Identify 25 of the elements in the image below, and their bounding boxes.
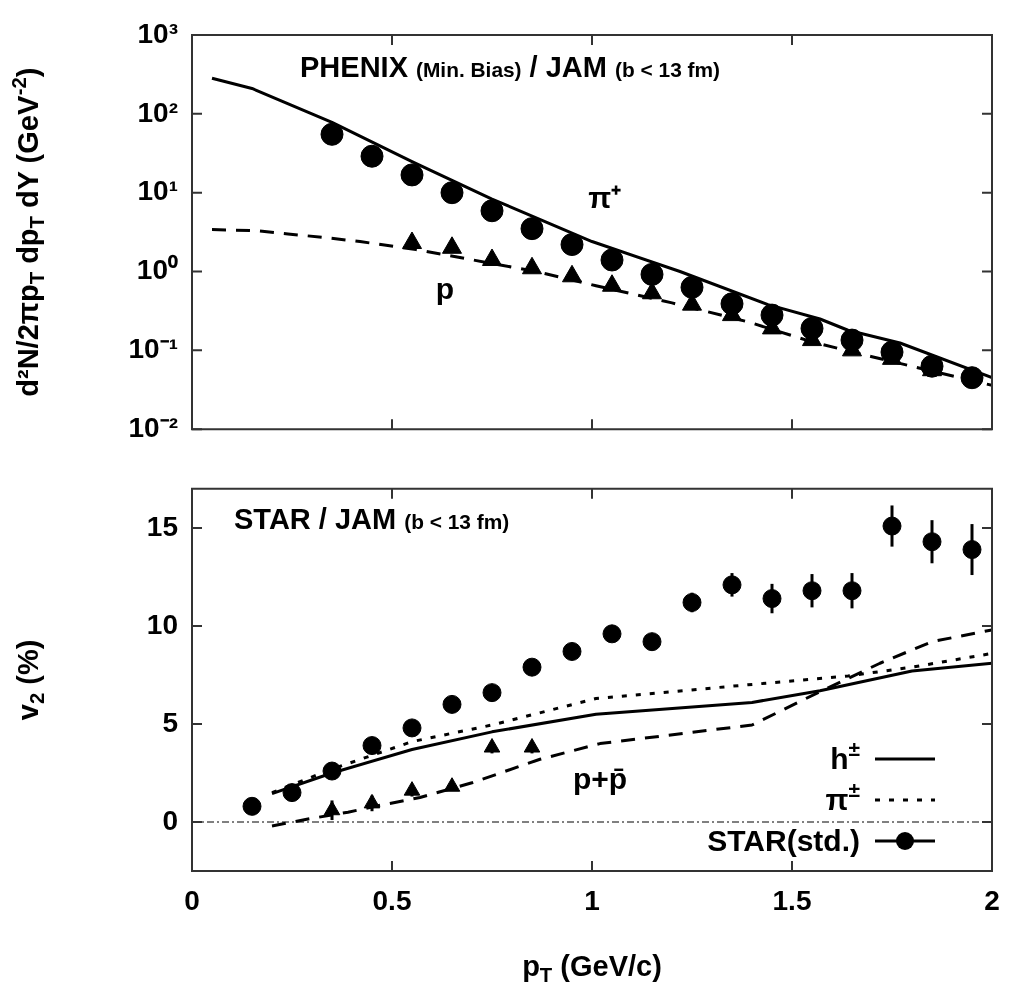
- annotation: π⁺: [588, 181, 622, 215]
- y-tick-label: 10¹: [137, 175, 178, 207]
- y-tick-label: 10⁰: [136, 254, 178, 286]
- y-tick-label: 10⁻¹: [128, 333, 178, 365]
- legend-label: STAR(std.): [707, 824, 861, 857]
- y-tick-label: 10³: [137, 17, 178, 49]
- text: STAR / JAM (b < 13 fm): [234, 502, 510, 535]
- y-tick-label: 10: [146, 608, 178, 640]
- x-tick-label: 1: [584, 884, 600, 916]
- legend-label: π±: [825, 778, 861, 816]
- y-tick-label: 10⁻²: [128, 411, 178, 443]
- x-tick-label: 1.5: [772, 884, 812, 916]
- y-tick-label: 0: [162, 804, 178, 836]
- legend-label: h±: [830, 737, 861, 775]
- x-tick-label: 2: [984, 884, 1000, 916]
- y-axis-title: v2 (%): [12, 639, 49, 721]
- y-axis-title: d²N/2πpT dpT dY (GeV-2): [7, 67, 49, 397]
- x-tick-label: 0.5: [372, 884, 412, 916]
- x-tick-label: 0: [184, 884, 200, 916]
- y-tick-label: 10²: [137, 96, 178, 128]
- y-tick-label: 5: [162, 706, 178, 738]
- text: PHENIX (Min. Bias) / JAM (b < 13 fm): [300, 51, 721, 83]
- y-tick-label: 15: [146, 510, 178, 542]
- annotation: p+p̄: [572, 761, 628, 795]
- annotation: p: [435, 272, 454, 306]
